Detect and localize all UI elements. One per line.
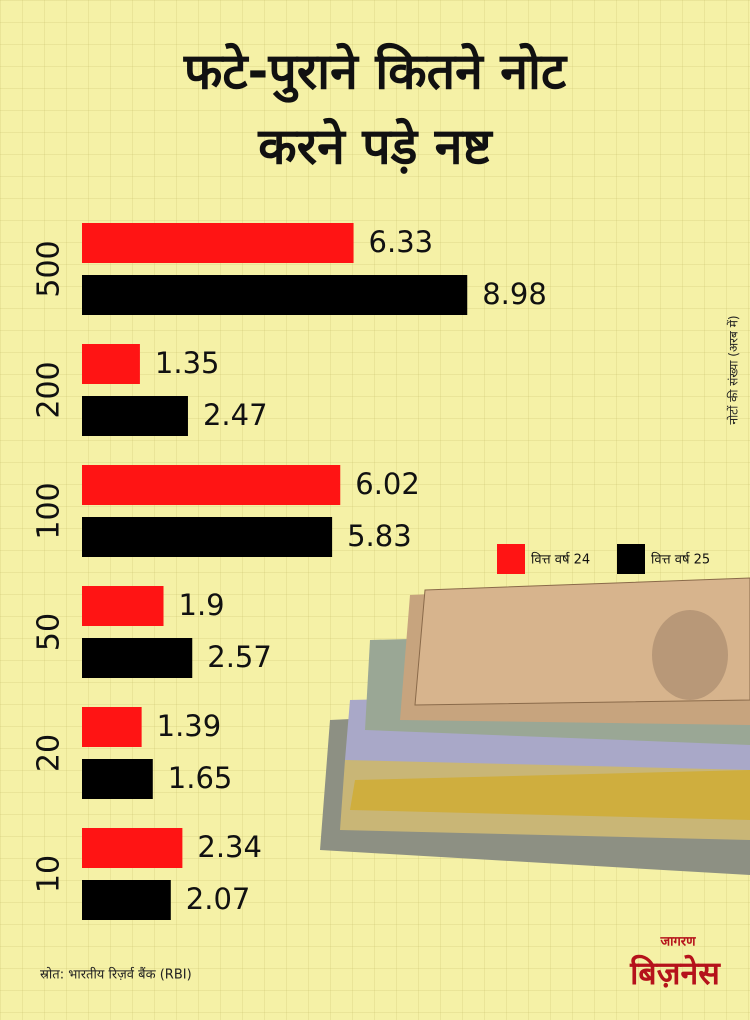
value-label: 2.07 (186, 882, 251, 916)
value-label: 6.02 (355, 467, 420, 501)
category-label: 200 (32, 361, 67, 418)
chart-title: फटे-पुराने कितने नोट (183, 43, 568, 104)
bar (82, 828, 183, 868)
legend-label: वित्त वर्ष 24 (531, 552, 590, 568)
axis-label: नोटों की संख्या (अरब में) (727, 315, 741, 424)
banknotes-image (320, 577, 750, 875)
bar (82, 517, 333, 557)
category-label: 20 (32, 734, 67, 772)
bar (82, 707, 142, 747)
value-label: 1.35 (155, 346, 220, 380)
category-label: 100 (32, 482, 67, 539)
category-label: 50 (32, 613, 67, 651)
legend-swatch (617, 544, 645, 574)
value-label: 2.34 (197, 830, 262, 864)
bar (82, 223, 354, 263)
value-label: 2.47 (203, 398, 268, 432)
value-label: 1.9 (179, 588, 225, 622)
value-label: 1.65 (168, 761, 233, 795)
category-label: 10 (32, 855, 67, 893)
value-label: 6.33 (369, 225, 434, 259)
logo-top: जागरण (659, 935, 696, 950)
value-label: 5.83 (347, 519, 412, 553)
bar (82, 396, 188, 436)
bar (82, 465, 341, 505)
bar (82, 275, 468, 315)
source: स्रोत: भारतीय रिज़र्व बैंक (RBI) (40, 967, 192, 983)
value-label: 1.39 (157, 709, 222, 743)
bar (82, 759, 153, 799)
legend: वित्त वर्ष 24 वित्त वर्ष 25 (497, 544, 710, 574)
value-label: 2.57 (207, 640, 272, 674)
bar (82, 880, 171, 920)
chart-title: करने पड़े नष्ट (257, 118, 493, 176)
logo-main: बिज़नेस (629, 954, 721, 992)
value-label: 8.98 (482, 277, 547, 311)
bar (82, 586, 164, 626)
legend-swatch (497, 544, 525, 574)
legend-label: वित्त वर्ष 25 (651, 552, 710, 568)
bar (82, 344, 140, 384)
category-label: 500 (32, 240, 67, 297)
bar (82, 638, 193, 678)
